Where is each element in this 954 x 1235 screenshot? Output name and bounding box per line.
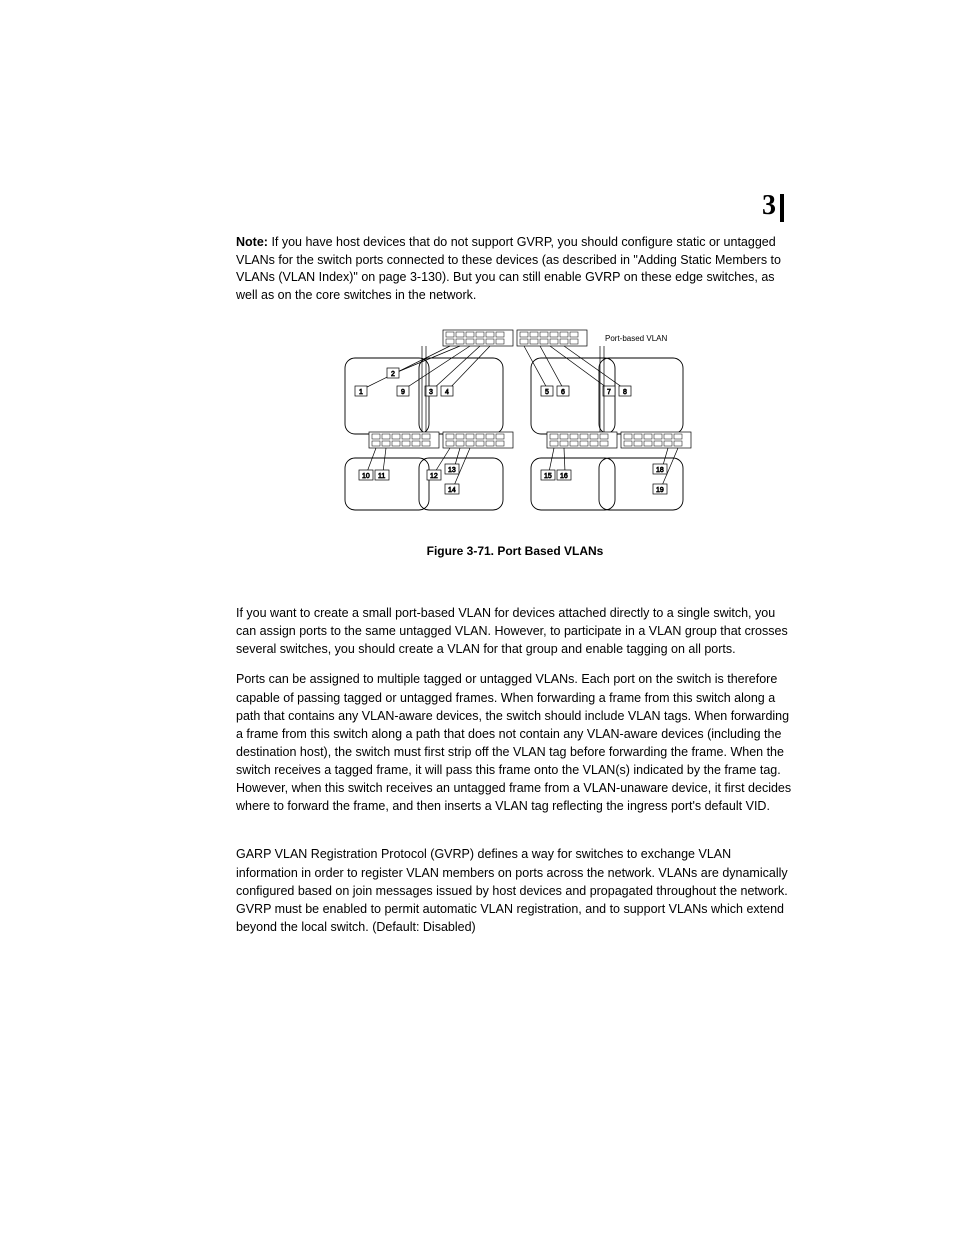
figure-container: Port-based VLAN 1 2 9 (236, 324, 794, 558)
svg-text:15: 15 (544, 473, 552, 480)
vlan-group-5 (345, 458, 429, 510)
svg-text:12: 12 (430, 473, 438, 480)
top-connection-lines (361, 346, 626, 390)
svg-text:4: 4 (445, 389, 449, 396)
svg-text:18: 18 (656, 467, 664, 474)
note-block: Note: If you have host devices that do n… (236, 234, 794, 304)
chapter-number-header: 3 (762, 190, 784, 222)
svg-text:1: 1 (359, 389, 363, 396)
svg-text:16: 16 (560, 473, 568, 480)
header-divider (780, 194, 784, 222)
svg-text:13: 13 (448, 467, 456, 474)
svg-text:3: 3 (429, 389, 433, 396)
bottom-connection-lines (367, 448, 678, 488)
svg-text:2: 2 (391, 371, 395, 378)
top-port-boxes: 1 2 9 3 4 5 6 7 8 (355, 368, 631, 396)
figure-caption: Figure 3-71. Port Based VLANs (236, 544, 794, 558)
note-label: Note: (236, 235, 268, 249)
svg-text:8: 8 (623, 389, 627, 396)
top-switch (443, 330, 587, 346)
svg-text:7: 7 (607, 389, 611, 396)
svg-text:9: 9 (401, 389, 405, 396)
vlan-group-6 (419, 458, 503, 510)
note-text: If you have host devices that do not sup… (236, 235, 781, 302)
paragraph-2: Ports can be assigned to multiple tagged… (236, 670, 794, 815)
port-based-vlan-label: Port-based VLAN (605, 334, 667, 343)
svg-text:10: 10 (362, 473, 370, 480)
svg-text:19: 19 (656, 487, 664, 494)
paragraph-3: GARP VLAN Registration Protocol (GVRP) d… (236, 845, 794, 936)
paragraph-1: If you want to create a small port-based… (236, 604, 794, 658)
svg-text:5: 5 (545, 389, 549, 396)
bottom-port-boxes: 10 11 12 13 14 15 16 18 19 (359, 464, 667, 494)
svg-text:6: 6 (561, 389, 565, 396)
port-vlan-diagram: Port-based VLAN 1 2 9 (325, 324, 705, 534)
svg-text:11: 11 (378, 473, 385, 480)
vlan-group-7 (531, 458, 615, 510)
document-page: 3 Note: If you have host devices that do… (0, 0, 954, 996)
chapter-number: 3 (762, 190, 776, 221)
svg-text:14: 14 (448, 487, 456, 494)
